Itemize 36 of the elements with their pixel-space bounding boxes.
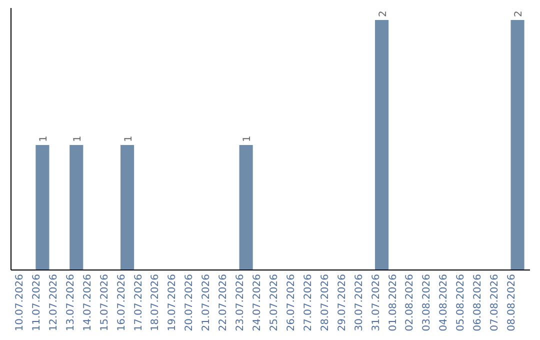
x-tick-label: 30.07.2026 — [354, 274, 365, 332]
x-tick-label: 27.07.2026 — [302, 274, 314, 332]
x-tick-label: 14.07.2026 — [82, 274, 94, 332]
x-tick-label: 28.07.2026 — [320, 274, 331, 332]
x-tick-label: 07.08.2026 — [490, 274, 501, 332]
x-tick-label: 03.08.2026 — [422, 274, 433, 332]
x-tick-label: 20.07.2026 — [184, 274, 196, 332]
x-tick-label: 05.08.2026 — [456, 274, 467, 332]
x-tick-label: 11.07.2026 — [31, 274, 42, 332]
x-tick-label: 16.07.2026 — [116, 274, 128, 332]
x-tick-label: 02.08.2026 — [404, 274, 416, 332]
x-tick-label: 01.08.2026 — [388, 274, 399, 332]
x-tick-label: 12.07.2026 — [48, 274, 60, 332]
x-tick-label: 29.07.2026 — [336, 274, 348, 332]
x-tick-label: 17.07.2026 — [133, 274, 144, 332]
x-tick-label: 18.07.2026 — [150, 274, 162, 332]
x-tick-label: 22.07.2026 — [218, 274, 230, 332]
x-tick-label: 06.08.2026 — [472, 274, 484, 332]
x-tick-label: 04.08.2026 — [438, 274, 450, 332]
x-tick-label: 10.07.2026 — [14, 274, 26, 332]
data-label: 1 — [72, 136, 84, 142]
x-tick-label: 23.07.2026 — [235, 274, 246, 332]
x-tick-label: 25.07.2026 — [268, 274, 280, 332]
data-label: 2 — [514, 10, 525, 17]
x-tick-label: 31.07.2026 — [370, 274, 382, 332]
data-label: 1 — [38, 136, 50, 142]
x-tick-label: 08.08.2026 — [506, 274, 518, 332]
data-label: 1 — [242, 136, 254, 142]
x-tick-label: 13.07.2026 — [65, 274, 76, 332]
x-tick-label: 21.07.2026 — [201, 274, 212, 332]
data-label: 1 — [123, 136, 134, 142]
x-tick-label: 15.07.2026 — [99, 274, 110, 332]
x-tick-label: 24.07.2026 — [252, 274, 264, 332]
data-label: 2 — [378, 10, 389, 17]
x-tick-label: 19.07.2026 — [167, 274, 178, 332]
x-tick-label: 26.07.2026 — [286, 274, 297, 332]
